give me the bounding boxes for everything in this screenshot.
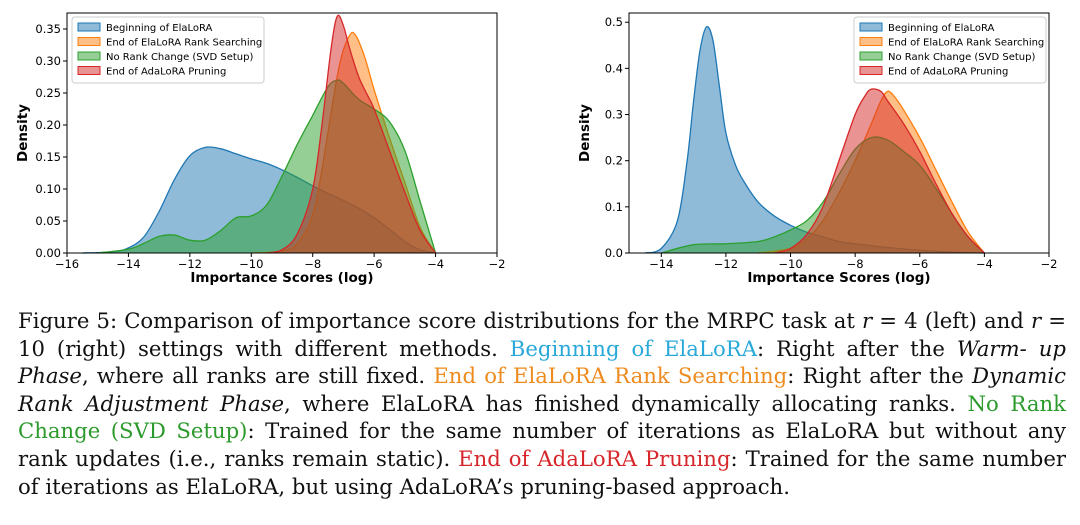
caption-segment: r xyxy=(1030,308,1042,333)
right-xtick-label: −14 xyxy=(649,257,673,271)
left-area-series-3 xyxy=(266,15,436,254)
right-ytick-label: 0.0 xyxy=(605,246,623,260)
right-area-series-0 xyxy=(645,26,985,253)
caption-segment: without any rank updates (i.e., ranks re… xyxy=(18,418,1066,471)
left-ytick-label: 0.35 xyxy=(35,22,61,36)
right-legend-swatch xyxy=(859,66,883,75)
caption-segment: up Phase xyxy=(18,335,1066,389)
left-legend-swatch xyxy=(77,22,101,32)
right-x-axis-label: Importance Scores (log) xyxy=(747,270,930,286)
left-legend-swatch xyxy=(77,51,101,61)
caption-segment: Dynamic Rank Adjustment Phase xyxy=(18,363,1066,416)
right-xtick-label: −12 xyxy=(714,257,738,271)
left-legend-label: Beginning of ElaLoRA xyxy=(106,23,213,34)
caption-segment: Beginning of ElaLoRA xyxy=(509,335,758,361)
left-xtick-label: −14 xyxy=(116,257,140,271)
caption-segment: : Right after the xyxy=(757,335,957,361)
right-xtick-label: −10 xyxy=(778,257,802,271)
left-xtick-label: −4 xyxy=(427,257,444,271)
figure-caption: Figure 5: Comparison of importance score… xyxy=(18,307,1066,500)
caption-segment: : Right after the xyxy=(787,363,964,389)
right-legend-label: No Rank Change (SVD Setup) xyxy=(888,52,1035,63)
right-legend-box xyxy=(853,16,1047,84)
caption-segment: End of AdaLoRA Pruning xyxy=(458,445,731,471)
left-legend-box xyxy=(71,16,265,84)
right-legend-label: Beginning of ElaLoRA xyxy=(888,23,995,34)
right-legend-label: End of ElaLoRA Rank Searching xyxy=(888,38,1044,49)
right-plot-frame xyxy=(628,12,1050,254)
left-xtick-label: −2 xyxy=(489,257,506,271)
left-line-series-2 xyxy=(97,79,437,254)
left-ytick-label: 0.25 xyxy=(35,86,61,100)
right-ytick-label: 0.1 xyxy=(605,200,623,214)
left-ytick-label: 0.20 xyxy=(35,118,61,132)
left-ytick-label: 0.05 xyxy=(35,214,61,228)
caption-segment: Warm- xyxy=(956,335,1027,361)
caption-segment: r xyxy=(861,308,873,333)
caption-segment: No Rank Change (SVD Setup) xyxy=(18,390,1066,444)
right-legend-swatch xyxy=(859,22,883,32)
left-y-axis-label: Density xyxy=(15,104,31,162)
caption-segment: Figure 5: Comparison of importance score… xyxy=(18,308,862,333)
left-xtick-label: −10 xyxy=(239,257,263,271)
left-legend-swatch xyxy=(77,37,101,46)
left-legend-swatch xyxy=(77,66,101,75)
right-xtick-label: −4 xyxy=(976,257,993,271)
right-area-series-3 xyxy=(774,88,985,253)
left-ytick-label: 0.15 xyxy=(35,150,61,164)
caption-segment: = 4 (left) and xyxy=(872,308,1024,333)
right-line-series-3 xyxy=(774,88,985,254)
left-line-series-3 xyxy=(266,14,437,254)
right-xtick-label: −8 xyxy=(847,257,864,271)
right-xtick-label: −2 xyxy=(1041,257,1058,271)
left-ytick-label: 0.10 xyxy=(35,182,61,196)
right-legend-swatch xyxy=(859,51,883,61)
left-plot-frame xyxy=(66,12,498,254)
caption-segment: , where all ranks are still fixed. xyxy=(81,363,434,389)
right-ytick-label: 0.5 xyxy=(605,15,623,29)
caption-segment: , where ElaLoRA has finished dynamically… xyxy=(284,390,956,416)
caption-segment: the same number of iterations as ElaLoRA… xyxy=(18,445,1066,499)
caption-segment: End of ElaLoRA Rank Searching xyxy=(433,363,788,389)
left-legend-label: End of AdaLoRA Pruning xyxy=(106,67,226,78)
left-chart: −16 −14 −12 −10 −8 −6 −4 −2 0.00 0.05 0.10 0.15 0.20… xyxy=(15,12,506,286)
left-ytick-label: 0.00 xyxy=(35,246,61,260)
left-ytick-label: 0.30 xyxy=(35,54,61,68)
left-xtick-label: −16 xyxy=(55,257,79,271)
right-ytick-label: 0.3 xyxy=(605,108,623,122)
right-legend-label: End of AdaLoRA Pruning xyxy=(888,67,1008,78)
right-legend-swatch xyxy=(859,37,883,46)
right-xtick-label: −6 xyxy=(911,257,928,271)
right-ytick-label: 0.4 xyxy=(605,61,623,75)
left-x-axis-label: Importance Scores (log) xyxy=(190,270,373,286)
right-ytick-label: 0.2 xyxy=(605,154,623,168)
left-xtick-label: −8 xyxy=(304,257,321,271)
left-xtick-label: −6 xyxy=(366,257,383,271)
caption-segment: : Trained for xyxy=(730,445,868,471)
right-chart: −14 −12 −10 −8 −6 −4 −2 0.0 0.1 0.2 0.3 0.4 0.5 Impor… xyxy=(577,12,1058,286)
left-legend-label: No Rank Change (SVD Setup) xyxy=(106,52,253,63)
left-xtick-label: −12 xyxy=(178,257,202,271)
caption-segment: : Trained for the same number of iterati… xyxy=(247,418,925,444)
right-y-axis-label: Density xyxy=(577,104,593,162)
caption-text: Figure 5: Comparison of importance score… xyxy=(18,307,1066,500)
caption-segment: = 10 (right) settings with different met… xyxy=(18,308,1066,361)
left-legend-label: End of ElaLoRA Rank Searching xyxy=(106,38,262,49)
